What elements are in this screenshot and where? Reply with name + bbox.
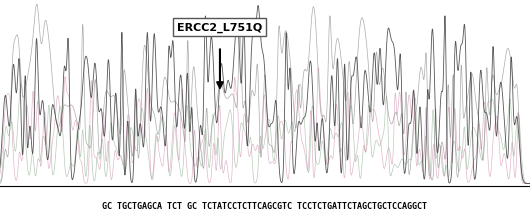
Text: ERCC2_L751Q: ERCC2_L751Q [178,22,262,32]
Text: GC TGCTGAGCA TCT GC TCTATCCTCTTCAGCGTC TCCTCTGATTCTAGCTGCTCCAGGCT: GC TGCTGAGCA TCT GC TCTATCCTCTTCAGCGTC T… [102,202,428,211]
